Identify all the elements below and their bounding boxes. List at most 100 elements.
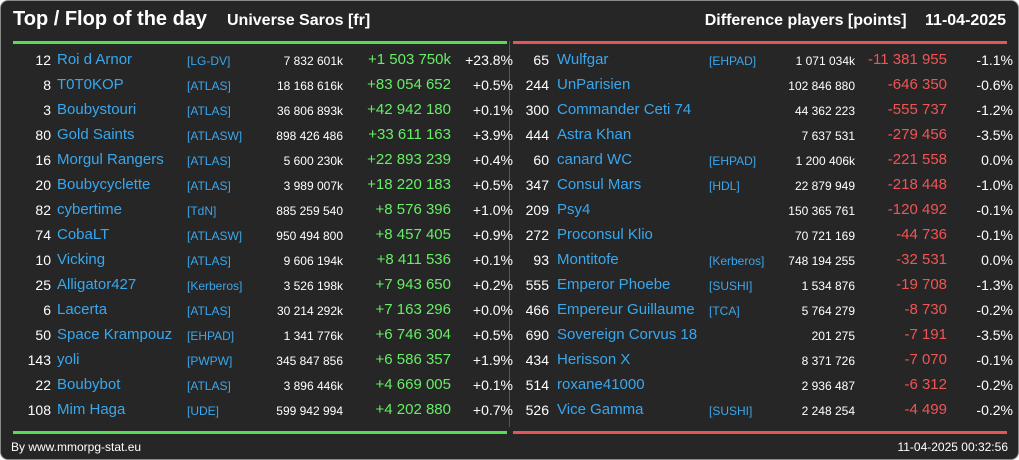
top-bottom-bar (13, 431, 507, 434)
player-name-link[interactable]: Boubycyclette (57, 176, 151, 193)
player-name-link[interactable]: Gold Saints (57, 126, 135, 143)
player-rank: 300 (525, 102, 549, 118)
player-name-link[interactable]: yoli (57, 351, 80, 368)
points-difference: +22 893 239 (367, 151, 451, 168)
alliance-tag-link[interactable]: [ATLASW] (187, 229, 243, 243)
list-item: 209 Psy4 150 365 761 -120 492 -0.1% (513, 198, 1013, 223)
alliance-tag-link[interactable]: [ATLAS] (187, 304, 231, 318)
player-points: 2 248 254 (801, 404, 855, 418)
player-name-link[interactable]: Morgul Rangers (57, 151, 164, 168)
player-name-link[interactable]: Montitofe (557, 251, 619, 268)
alliance-tag-link[interactable]: [Kerberos] (709, 254, 765, 268)
percent-change: -1.2% (976, 102, 1013, 118)
player-rank: 466 (525, 302, 549, 318)
player-name-link[interactable]: Proconsul Klio (557, 226, 653, 243)
points-difference: +1 503 750k (368, 51, 451, 68)
alliance-tag-link[interactable]: [PWPW] (187, 354, 233, 368)
player-name-link[interactable]: Mim Haga (57, 401, 126, 418)
player-rank: 209 (525, 202, 549, 218)
alliance-tag-link[interactable]: [EHPAD] (709, 154, 757, 168)
player-rank: 25 (35, 277, 51, 293)
player-rank: 74 (35, 227, 51, 243)
percent-change: +1.9% (472, 352, 513, 368)
player-rank: 93 (533, 252, 549, 268)
alliance-tag-link[interactable]: [TCA] (709, 304, 740, 318)
player-name-link[interactable]: Emperor Phoebe (557, 276, 671, 293)
player-name-link[interactable]: Lacerta (57, 301, 108, 318)
player-rank: 65 (533, 52, 549, 68)
list-item: 12 Roi d Arnor [LG-DV] 7 832 601k +1 503 750… (13, 48, 513, 73)
player-name-link[interactable]: Vice Gamma (557, 401, 644, 418)
player-name-link[interactable]: T0T0KOP (57, 76, 124, 93)
alliance-tag-link[interactable]: [ATLAS] (187, 104, 231, 118)
percent-change: +0.7% (472, 402, 513, 418)
percent-change: +0.1% (472, 252, 513, 268)
player-name-link[interactable]: Vicking (57, 251, 106, 268)
alliance-tag-link[interactable]: [LG-DV] (187, 54, 231, 68)
player-name-link[interactable]: Sovereign Corvus 18 (557, 326, 698, 343)
player-points: 44 362 223 (794, 104, 855, 118)
player-points: 70 721 169 (794, 229, 855, 243)
player-name-link[interactable]: cybertime (57, 201, 123, 218)
list-item: 143 yoli [PWPW] 345 847 856 +6 586 357 +1.9% (13, 348, 513, 373)
player-name-link[interactable]: Boubybot (57, 376, 121, 393)
player-name-link[interactable]: Herisson X (557, 351, 631, 368)
points-difference: -7 191 (904, 326, 947, 343)
player-name-link[interactable]: canard WC (557, 151, 633, 168)
alliance-tag-link[interactable]: [Kerberos] (187, 279, 243, 293)
player-name-link[interactable]: Boubystouri (57, 101, 137, 118)
alliance-tag-link[interactable]: [SUSHI] (709, 279, 753, 293)
player-name-link[interactable]: roxane41000 (557, 376, 645, 393)
list-item: 10 Vicking [ATLAS] 9 606 194k +8 411 536 +0.1… (13, 248, 513, 273)
list-item: 555 Emperor Phoebe [SUSHI] 1 534 876 -19 708… (513, 273, 1013, 298)
player-rank: 16 (35, 152, 51, 168)
player-points: 748 194 255 (788, 254, 855, 268)
alliance-tag-link[interactable]: [SUSHI] (709, 404, 753, 418)
list-item: 244 UnParisien 102 846 880 -646 350 -0.6% (513, 73, 1013, 98)
player-rank: 526 (525, 402, 549, 418)
points-difference: -7 070 (904, 351, 947, 368)
player-name-link[interactable]: UnParisien (557, 76, 631, 93)
points-difference: -44 736 (896, 226, 947, 243)
alliance-tag-link[interactable]: [ATLASW] (187, 129, 243, 143)
player-name-link[interactable]: CobaLT (57, 226, 110, 243)
percent-change: +0.5% (472, 77, 513, 93)
player-name-link[interactable]: Astra Khan (557, 126, 632, 143)
points-difference: -279 456 (887, 126, 947, 143)
player-name-link[interactable]: Space Krampouz (57, 326, 173, 343)
player-name-link[interactable]: Empereur Guillaume (557, 301, 695, 318)
list-item: 93 Montitofe [Kerberos] 748 194 255 -32 531 0… (513, 248, 1013, 273)
player-rank: 143 (27, 352, 51, 368)
alliance-tag-link[interactable]: [UDE] (187, 404, 220, 418)
list-item: 16 Morgul Rangers [ATLAS] 5 600 230k +22 893… (13, 148, 513, 173)
alliance-tag-link[interactable]: [ATLAS] (187, 79, 231, 93)
points-difference: +18 220 183 (367, 176, 451, 193)
alliance-tag-link[interactable]: [ATLAS] (187, 254, 231, 268)
alliance-tag-link[interactable]: [ATLAS] (187, 179, 231, 193)
alliance-tag-link[interactable]: [EHPAD] (709, 54, 757, 68)
player-name-link[interactable]: Wulfgar (557, 51, 609, 68)
percent-change: +0.5% (472, 327, 513, 343)
player-name-link[interactable]: Roi d Arnor (57, 51, 133, 68)
player-name-link[interactable]: Alligator427 (57, 276, 137, 293)
player-points: 5 600 230k (283, 154, 343, 168)
list-item: 514 roxane41000 2 936 487 -6 312 -0.2% (513, 373, 1013, 398)
alliance-tag-link[interactable]: [ATLAS] (187, 154, 231, 168)
player-name-link[interactable]: Consul Mars (557, 176, 642, 193)
list-item: 65 Wulfgar [EHPAD] 1 071 034k -11 381 955 -1.… (513, 48, 1013, 73)
list-item: 60 canard WC [EHPAD] 1 200 406k -221 558 0.0% (513, 148, 1013, 173)
points-difference: -32 531 (896, 251, 947, 268)
alliance-tag-link[interactable]: [EHPAD] (187, 329, 235, 343)
player-name-link[interactable]: Psy4 (557, 201, 591, 218)
player-rank: 244 (525, 77, 549, 93)
alliance-tag-link[interactable]: [TdN] (187, 204, 217, 218)
alliance-tag-link[interactable]: [HDL] (709, 179, 740, 193)
list-item: 272 Proconsul Klio 70 721 169 -44 736 -0.1% (513, 223, 1013, 248)
player-name-link[interactable]: Commander Ceti 74 (557, 101, 692, 118)
percent-change: -0.2% (976, 377, 1013, 393)
points-difference: -8 730 (904, 301, 947, 318)
points-difference: -11 381 955 (868, 51, 947, 68)
list-item: 22 Boubybot [ATLAS] 3 896 446k +4 669 005 +0.… (13, 373, 513, 398)
alliance-tag-link[interactable]: [ATLAS] (187, 379, 231, 393)
